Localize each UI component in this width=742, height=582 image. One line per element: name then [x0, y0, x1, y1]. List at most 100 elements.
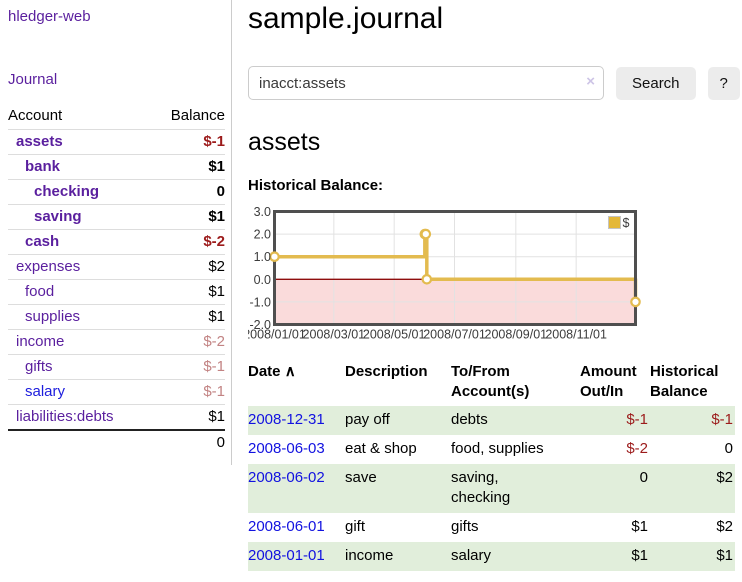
- account-row: bank $1: [8, 154, 225, 180]
- search-button[interactable]: Search: [616, 66, 696, 100]
- transaction-date-cell: 2008-12-31: [248, 406, 345, 435]
- transaction-amount: 0: [639, 469, 648, 486]
- account-balance: $1: [151, 304, 225, 330]
- account-balance: $-1: [151, 379, 225, 405]
- account-link[interactable]: supplies: [25, 308, 81, 325]
- transaction-balance: $1: [716, 547, 733, 564]
- svg-text:-1.0: -1.0: [249, 295, 271, 309]
- register-header-row: Date ∧ Description To/From Account(s) Am…: [248, 360, 735, 406]
- transaction-date-link[interactable]: 2008-01-01: [248, 547, 325, 564]
- transaction-rows: 2008-12-31 pay off debts $-1 $-1 2008-06…: [248, 406, 735, 571]
- svg-text:2008/09/01: 2008/09/01: [485, 328, 548, 342]
- transaction-description: income: [345, 547, 394, 564]
- svg-text:2008/11/01: 2008/11/01: [545, 328, 607, 342]
- sidebar-nav: Journal: [8, 71, 225, 88]
- svg-text:-2.0: -2.0: [249, 318, 271, 332]
- account-heading: assets: [248, 128, 321, 156]
- search-form: × Search ?: [248, 66, 740, 100]
- balance-column-header: Balance: [170, 107, 225, 124]
- account-link[interactable]: bank: [25, 158, 61, 175]
- account-link[interactable]: saving: [34, 208, 82, 225]
- search-input[interactable]: [248, 66, 604, 100]
- svg-text:$: $: [623, 216, 630, 230]
- account-link[interactable]: expenses: [16, 258, 81, 275]
- transaction-date-cell: 2008-06-03: [248, 435, 345, 464]
- account-rows: assets $-1 bank $1 checking: [8, 129, 225, 430]
- transaction-date-link[interactable]: 2008-06-01: [248, 518, 325, 535]
- transaction-date-cell: 2008-01-01: [248, 542, 345, 571]
- account-row: salary $-1: [8, 379, 225, 405]
- account-name-cell: saving: [8, 204, 152, 230]
- account-row: cash $-2: [8, 229, 225, 255]
- main-content: sample.journal × Search ? assets Histori…: [232, 0, 742, 579]
- account-name-cell: food: [8, 279, 152, 305]
- clear-search-icon[interactable]: ×: [586, 73, 595, 90]
- historical-balance-column-header: Historical Balance: [650, 363, 719, 400]
- transaction-balance: $2: [716, 469, 733, 486]
- transaction-accounts: saving, checking: [451, 469, 511, 506]
- account-link[interactable]: assets: [16, 133, 63, 150]
- account-name-cell: gifts: [8, 354, 152, 380]
- account-row: liabilities:debts $1: [8, 404, 225, 430]
- account-name-cell: income: [8, 329, 152, 355]
- transaction-accounts: gifts: [451, 518, 479, 535]
- help-button[interactable]: ?: [707, 66, 740, 100]
- account-column-header: Account: [8, 107, 63, 124]
- historical-balance-chart: 3.0 2.0 1.0 0.0 -1.0 -2.0 2008/01/01 2008/03/01…: [248, 204, 740, 344]
- svg-text:2008/05/01: 2008/05/01: [363, 328, 426, 342]
- transaction-row: 2008-01-01 income salary $1 $1: [248, 542, 735, 571]
- account-balance: $1: [151, 404, 225, 430]
- account-link[interactable]: income: [16, 333, 65, 350]
- transaction-row: 2008-12-31 pay off debts $-1 $-1: [248, 406, 735, 435]
- date-header-label: Date: [248, 363, 281, 380]
- account-balance: 0: [151, 179, 225, 205]
- transaction-description: gift: [345, 518, 366, 535]
- svg-text:3.0: 3.0: [254, 205, 271, 219]
- svg-text:2008/07/01: 2008/07/01: [423, 328, 486, 342]
- transaction-amount: $-1: [626, 411, 648, 428]
- transaction-date-cell: 2008-06-01: [248, 513, 345, 542]
- transaction-date-link[interactable]: 2008-06-03: [248, 440, 325, 457]
- account-row: gifts $-1: [8, 354, 225, 380]
- account-name-cell: expenses: [8, 254, 152, 280]
- total-row: 0: [8, 429, 225, 455]
- transaction-date-link[interactable]: 2008-06-02: [248, 469, 325, 486]
- account-balance: $2: [151, 254, 225, 280]
- chart-title: Historical Balance:: [248, 177, 384, 194]
- transaction-amount: $1: [631, 547, 648, 564]
- transaction-amount: $-2: [626, 440, 648, 457]
- account-balance: $-1: [151, 129, 225, 155]
- sidebar-item-journal[interactable]: Journal: [8, 71, 58, 88]
- svg-text:0.0: 0.0: [254, 273, 271, 287]
- brand-link[interactable]: hledger-web: [8, 8, 91, 25]
- account-link[interactable]: cash: [25, 233, 60, 250]
- account-link[interactable]: gifts: [25, 358, 53, 375]
- account-balance: $-2: [151, 329, 225, 355]
- account-link[interactable]: liabilities:debts: [16, 408, 114, 425]
- account-balance: $-1: [151, 354, 225, 380]
- account-row: assets $-1: [8, 129, 225, 155]
- transaction-description: eat & shop: [345, 440, 417, 457]
- account-link[interactable]: salary: [25, 383, 66, 400]
- account-balance: $-2: [151, 229, 225, 255]
- transaction-date-link[interactable]: 2008-12-31: [248, 411, 325, 428]
- total-balance: 0: [151, 429, 225, 455]
- search-box: ×: [248, 66, 604, 100]
- svg-text:2008/03/01: 2008/03/01: [303, 328, 366, 342]
- account-name-cell: supplies: [8, 304, 152, 330]
- transaction-row: 2008-06-02 save saving, checking 0 $2: [248, 464, 735, 513]
- account-row: saving $1: [8, 204, 225, 230]
- account-link[interactable]: food: [25, 283, 55, 300]
- page-title: sample.journal: [248, 2, 444, 35]
- brand: hledger-web: [8, 8, 225, 25]
- date-column-header[interactable]: Date ∧: [248, 360, 345, 406]
- account-link[interactable]: checking: [34, 183, 100, 200]
- total-spacer: [8, 429, 152, 455]
- transaction-amount: $1: [631, 518, 648, 535]
- transaction-balance: $2: [716, 518, 733, 535]
- transaction-accounts: food, supplies: [451, 440, 544, 457]
- description-column-header: Description: [345, 363, 428, 380]
- account-row: income $-2: [8, 329, 225, 355]
- account-balance: $1: [151, 154, 225, 180]
